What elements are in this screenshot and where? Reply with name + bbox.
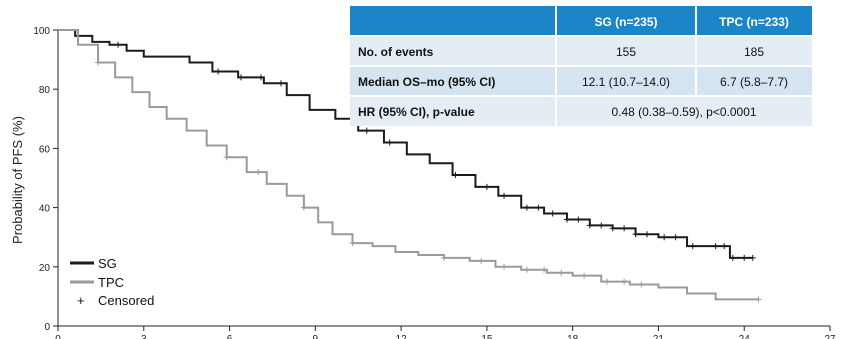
censored-mark-tpc: [95, 59, 102, 66]
y-ticks: 0 20 40 60 80 100: [33, 26, 58, 333]
censored-mark-tpc: [755, 296, 762, 303]
table-row-2-tpc: 6.7 (5.8–7.7): [720, 75, 788, 89]
legend: SG TPC + Censored: [70, 256, 154, 308]
table-row-3-label: HR (95% CI), p-value: [358, 105, 475, 119]
censored-mark-tpc: [581, 272, 588, 279]
censored-mark-tpc: [478, 257, 485, 264]
censored-markers: [95, 41, 762, 303]
table-header-bg: [350, 6, 812, 36]
censored-mark-sg: [501, 192, 508, 199]
y-tick-label: 20: [39, 263, 51, 274]
series-line-tpc: [58, 29, 759, 301]
table-row-1-label: No. of events: [358, 45, 434, 59]
x-tick-label: 21: [653, 334, 665, 339]
table-row-2-label: Median OS–mo (95% CI): [358, 75, 495, 89]
censored-mark-tpc: [441, 254, 447, 261]
censored-mark-sg: [729, 254, 736, 261]
table-row-2-bg: [350, 66, 812, 96]
x-tick-label: 18: [567, 334, 579, 339]
censored-mark-sg: [115, 41, 122, 48]
y-tick-label: 0: [44, 322, 50, 333]
table-row-1-sg: 155: [616, 45, 636, 59]
censored-mark-tpc: [501, 263, 508, 270]
censored-mark-sg: [386, 139, 393, 146]
censored-mark-sg: [483, 183, 490, 190]
y-tick-label: 100: [33, 26, 50, 37]
censored-mark-tpc: [541, 266, 548, 273]
censored-mark-sg: [661, 234, 668, 241]
censored-mark-sg: [741, 254, 748, 261]
series-layer: [58, 29, 759, 301]
censored-mark-sg: [609, 225, 616, 232]
x-tick-label: 15: [481, 334, 493, 339]
censored-mark-sg: [712, 243, 719, 250]
censored-mark-sg: [575, 216, 582, 223]
legend-label-sg: SG: [98, 256, 117, 271]
censored-mark-sg: [672, 234, 679, 241]
censored-mark-sg: [586, 222, 593, 229]
censored-mark-sg: [523, 204, 530, 211]
y-tick-label: 80: [39, 85, 51, 96]
censored-mark-sg: [215, 68, 222, 75]
table-row-2-sg: 12.1 (10.7–14.0): [582, 75, 670, 89]
censored-mark-sg: [278, 80, 285, 87]
censored-mark-tpc: [349, 240, 356, 247]
censored-mark-sg: [452, 172, 459, 179]
y-axis-label: Probability of PFS (%): [10, 116, 25, 244]
x-tick-label: 3: [141, 334, 147, 339]
censored-mark-tpc: [638, 281, 645, 288]
censored-mark-sg: [644, 231, 651, 238]
table-row-3-merged: 0.48 (0.38–0.59), p<0.0001: [611, 105, 756, 119]
censored-mark-sg: [258, 74, 265, 81]
x-tick-label: 27: [824, 334, 836, 339]
table-row-3-bg: [350, 96, 812, 126]
censored-mark-sg: [632, 231, 639, 238]
censored-mark-tpc: [223, 154, 230, 161]
x-ticks: 0 3 6 9 12 15 18 21 24 27: [55, 326, 836, 339]
censored-mark-tpc: [558, 269, 565, 276]
censored-mark-sg: [721, 243, 728, 250]
censored-mark-sg: [563, 216, 570, 223]
legend-label-tpc: TPC: [98, 275, 124, 290]
censored-mark-tpc: [300, 204, 307, 211]
table-header-tpc: TPC (n=233): [719, 15, 789, 29]
censored-mark-sg: [549, 210, 556, 217]
legend-label-censored: Censored: [98, 293, 154, 308]
censored-mark-sg: [237, 74, 244, 81]
censored-mark-sg: [363, 127, 370, 134]
censored-mark-sg: [621, 225, 628, 232]
censored-mark-sg: [689, 243, 696, 250]
censored-mark-tpc: [523, 266, 530, 273]
axes: [57, 30, 830, 327]
censored-mark-sg: [535, 204, 542, 211]
censored-mark-tpc: [603, 278, 610, 285]
y-tick-label: 60: [39, 144, 51, 155]
table-header-sg: SG (n=235): [594, 15, 657, 29]
y-tick-label: 40: [39, 204, 51, 215]
censored-mark-sg: [598, 222, 605, 229]
summary-table: SG (n=235) TPC (n=233) No. of events 155…: [350, 6, 812, 126]
series-line-sg: [58, 29, 753, 259]
legend-censored-symbol: +: [77, 293, 85, 308]
table-row-1-tpc: 185: [744, 45, 764, 59]
censored-mark-tpc: [621, 278, 628, 285]
x-tick-label: 9: [313, 334, 319, 339]
table-row-1-bg: [350, 36, 812, 66]
censored-mark-tpc: [255, 169, 262, 176]
x-tick-label: 12: [396, 334, 408, 339]
x-tick-label: 0: [55, 334, 61, 339]
censored-mark-sg: [749, 254, 756, 261]
x-tick-label: 24: [739, 334, 751, 339]
x-tick-label: 6: [227, 334, 233, 339]
